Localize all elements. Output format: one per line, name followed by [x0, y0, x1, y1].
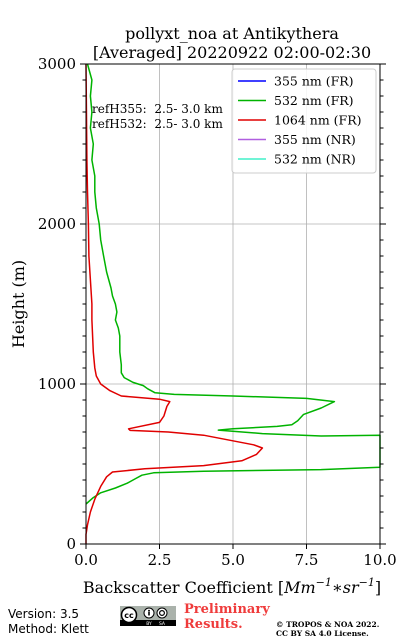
legend-label: 355 nm (NR): [274, 132, 356, 147]
legend-label: 355 nm (FR): [274, 74, 354, 89]
copyright-line-1: © TROPOS & NOA 2022.: [276, 620, 380, 629]
copyright-text: © TROPOS & NOA 2022. CC BY SA 4.0 Licens…: [276, 620, 379, 638]
preliminary-line-1: Preliminary: [184, 602, 270, 617]
x-tick-label: 0.0: [74, 551, 98, 569]
x-tick-label: 7.5: [295, 551, 319, 569]
x-tick-label: 5.0: [221, 551, 245, 569]
x-tick-label: 2.5: [148, 551, 172, 569]
y-tick-label: 2000: [38, 215, 76, 233]
chart-title: pollyxt_noa at Antikythera: [125, 24, 339, 43]
copyright-line-2: CC BY SA 4.0 License.: [276, 629, 369, 638]
preliminary-line-2: Results.: [184, 617, 243, 632]
legend: 355 nm (FR) 532 nm (FR) 1064 nm (FR) 355 nm…: [231, 68, 377, 174]
svg-text:BY: BY: [146, 621, 152, 626]
legend-label: 532 nm (NR): [274, 152, 356, 167]
x-axis-label: Backscatter Coefficient [Mm−1∗sr−1]: [83, 576, 381, 597]
axis-ticks: 0.0 2.5 5.0 7.5 10.0 0 1000 2000 3000: [38, 55, 397, 569]
cc-by-sa-logo: cc BY SA: [120, 606, 176, 626]
version-text: Version: 3.5: [8, 607, 80, 621]
legend-label: 1064 nm (FR): [274, 113, 362, 128]
legend-box: [231, 68, 377, 174]
preliminary-results-text: Preliminary Results.: [184, 602, 270, 632]
y-tick-label: 1000: [38, 375, 76, 393]
svg-text:SA: SA: [159, 621, 166, 626]
y-axis-label: Height (m): [9, 260, 28, 348]
y-tick-label: 3000: [38, 55, 76, 73]
chart-subtitle: [Averaged] 20220922 02:00-02:30: [93, 43, 371, 62]
legend-label: 532 nm (FR): [274, 93, 354, 108]
y-tick-label: 0: [66, 535, 76, 553]
svg-text:cc: cc: [124, 611, 134, 620]
series-line: [85, 63, 381, 505]
series-line: [85, 63, 264, 544]
series-lines: [85, 63, 381, 544]
ref-annotation-355: refH355: 2.5- 3.0 km: [92, 102, 223, 116]
method-text: Method: Klett: [8, 622, 89, 636]
ref-annotation-532: refH532: 2.5- 3.0 km: [92, 117, 223, 131]
x-tick-label: 10.0: [363, 551, 396, 569]
